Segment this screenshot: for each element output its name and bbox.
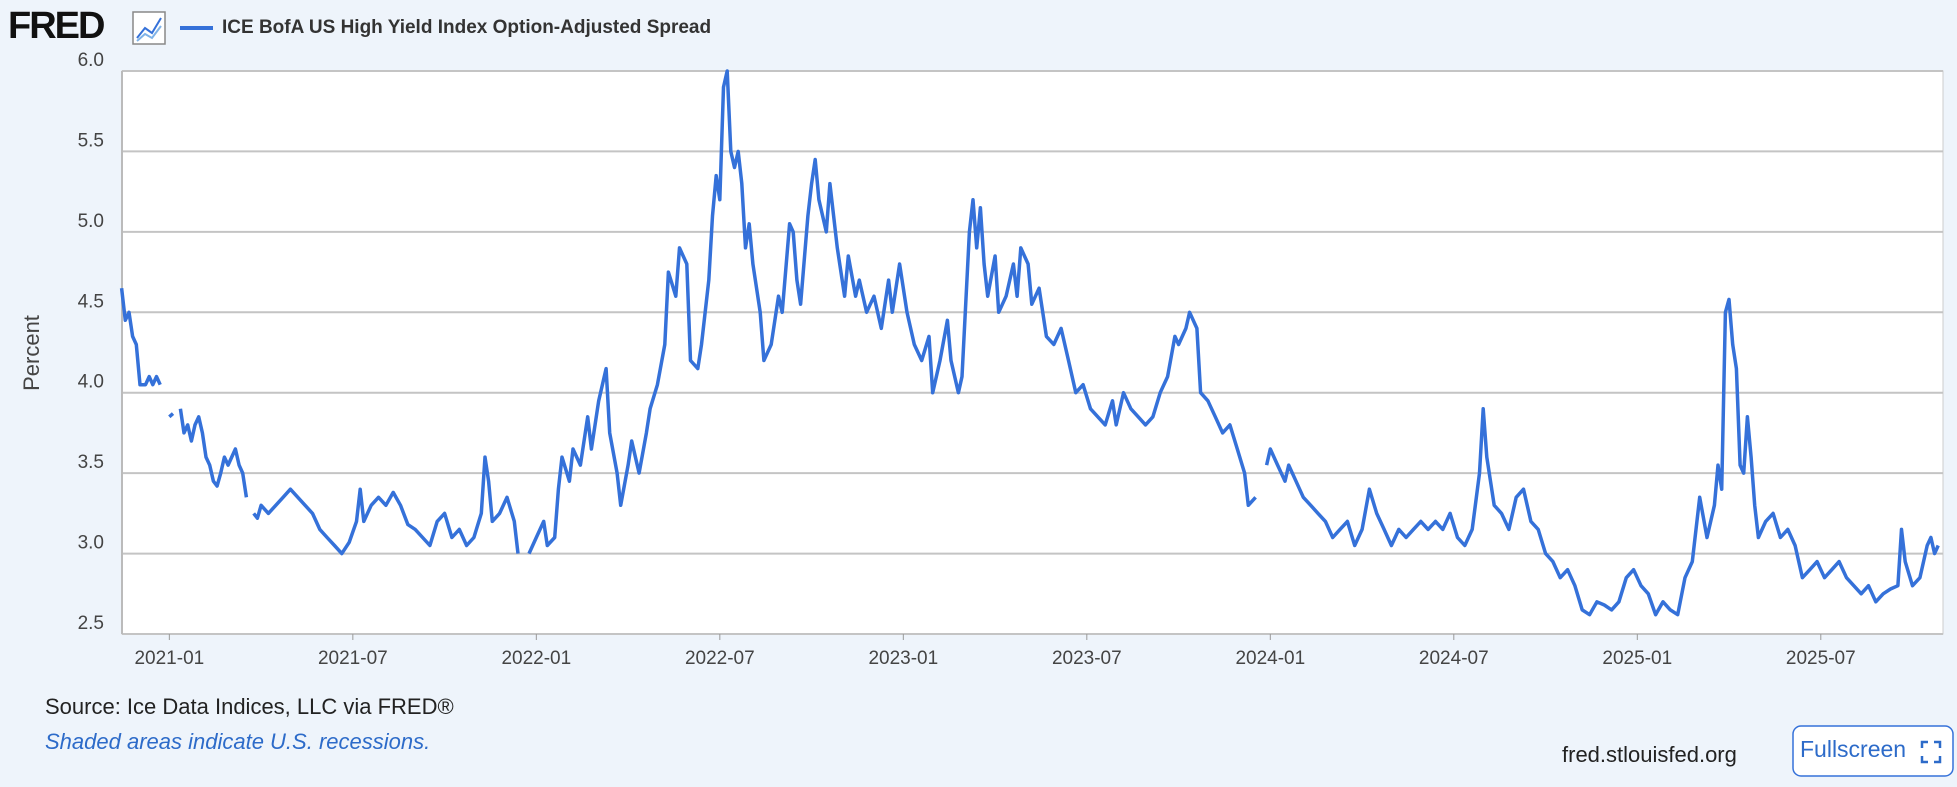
fullscreen-button[interactable]: Fullscreen [1792, 725, 1954, 777]
source: Source: Ice Data Indices, LLC via FRED® [45, 694, 454, 719]
legend-entry: ICE BofA US High Yield Index Option-Adju… [222, 17, 711, 38]
x-tick-label: 2023-07 [1052, 648, 1122, 669]
y-tick-label: 6.0 [78, 50, 104, 71]
y-tick-label: 2.5 [78, 613, 104, 634]
x-tick-label: 2021-01 [134, 648, 204, 669]
x-tick-label: 2023-01 [868, 648, 938, 669]
y-tick-label: 3.0 [78, 533, 104, 554]
source-url: fred.stlouisfed.org [1562, 742, 1737, 767]
recession-note: Shaded areas indicate U.S. recessions. [45, 729, 430, 754]
plot-area [121, 70, 1944, 635]
button-label[interactable]: Fullscreen [1800, 736, 1906, 762]
chart-icon [132, 11, 166, 45]
button-frame[interactable] [1792, 725, 1954, 777]
x-tick-label: 2025-07 [1786, 648, 1856, 669]
y-tick-label: 4.0 [78, 372, 104, 393]
x-tick-label: 2021-07 [318, 648, 388, 669]
fred-logo: FRED [8, 5, 104, 47]
fullscreen-icon[interactable] [1920, 740, 1942, 764]
x-tick-label: 2022-01 [501, 648, 571, 669]
x-tick-label: 2024-01 [1235, 648, 1305, 669]
y-tick-label: 4.5 [78, 291, 104, 312]
y-tick-label: 3.5 [78, 452, 104, 473]
y-tick-label: 5.5 [78, 130, 104, 151]
x-tick-label: 2022-07 [685, 648, 755, 669]
x-tick-label: 2024-07 [1419, 648, 1489, 669]
y-axis-label: Percent [19, 315, 44, 391]
y-tick-label: 5.0 [78, 211, 104, 232]
x-tick-label: 2025-01 [1602, 648, 1672, 669]
series-line [119, 69, 1940, 617]
